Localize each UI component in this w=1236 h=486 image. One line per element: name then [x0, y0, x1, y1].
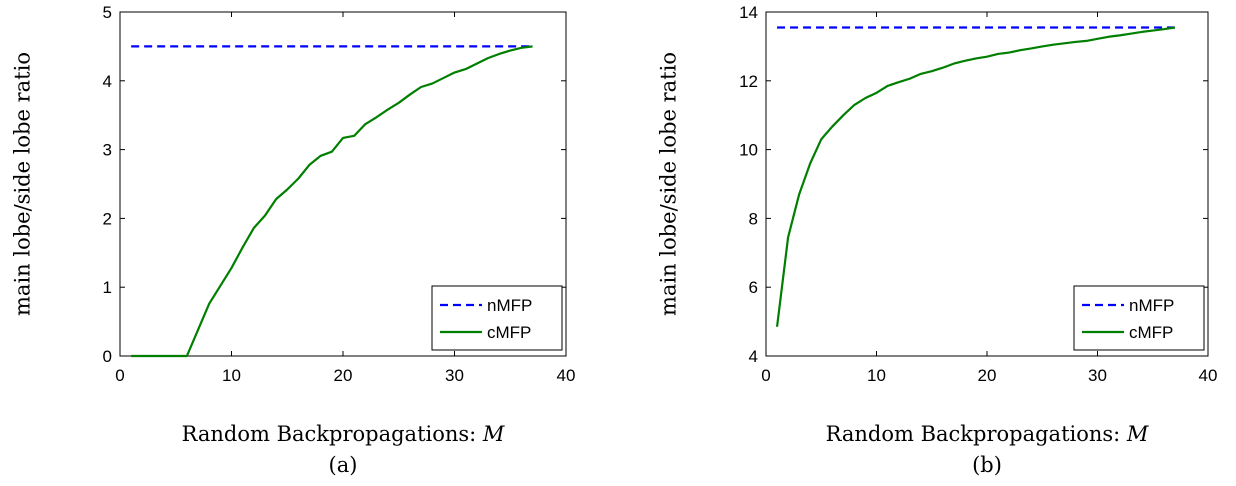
panel-b-x-tick-label: 20 [978, 366, 997, 385]
panel-a-legend-label-cmfp: cMFP [487, 323, 531, 342]
panel-a-legend-box [431, 285, 563, 351]
panel-a-x-tick-label: 20 [334, 366, 353, 385]
panel-b-x-axis-label-text: Random Backpropagations: [826, 422, 1127, 446]
panel-a-y-tick-label: 3 [103, 141, 112, 160]
panel-b-x-tick-label: 40 [1199, 366, 1218, 385]
panel-b-y-tick-label: 14 [739, 3, 758, 22]
panel-a-x-axis-label: Random Backpropagations: M [182, 422, 505, 446]
panel-b-x-tick-label: 30 [1088, 366, 1107, 385]
panel-b-legend: nMFP cMFP [1073, 285, 1205, 351]
panel-a-legend-label-nmfp: nMFP [487, 296, 532, 315]
panel-b-y-tick-label: 10 [739, 141, 758, 160]
panel-a: 0 10 20 30 40 0 1 2 3 4 5 nMFP cMFP main lobe/side lo… [10, 3, 575, 477]
panel-a-y-tick-label: 4 [103, 72, 112, 91]
panel-a-y-tick-label: 5 [103, 3, 112, 22]
panel-b-x-tick-label: 10 [867, 366, 886, 385]
panel-b-y-axis-label: main lobe/side lobe ratio [656, 52, 680, 316]
panel-b-y-tick-label: 6 [749, 278, 758, 297]
panel-a-x-tick-label: 30 [445, 366, 464, 385]
panel-a-y-axis-label: main lobe/side lobe ratio [10, 52, 34, 316]
panel-a-x-tick-label: 40 [557, 366, 576, 385]
panel-a-x-tick-label: 0 [115, 366, 124, 385]
panel-a-y-tick-label: 0 [103, 347, 112, 366]
panel-a-y-tick-label: 1 [103, 278, 112, 297]
panel-a-x-axis-label-variable: M [482, 422, 505, 446]
panel-b-legend-label-nmfp: nMFP [1129, 296, 1174, 315]
panel-a-series-cmfp-line [131, 45, 533, 358]
panel-a-legend: nMFP cMFP [431, 285, 563, 351]
panel-b-y-tick-label: 4 [749, 347, 758, 366]
panel-b-series-cmfp-line [775, 26, 1176, 327]
panel-a-x-axis-label-text: Random Backpropagations: [182, 422, 483, 446]
panel-b-x-axis-label-variable: M [1126, 422, 1149, 446]
panel-b-panel-label: (b) [972, 453, 1002, 477]
panel-b-x-tick-label: 0 [761, 366, 770, 385]
panel-a-panel-label: (a) [329, 453, 358, 477]
panel-a-y-tick-label: 2 [103, 209, 112, 228]
panel-b-y-tick-label: 12 [739, 72, 758, 91]
panel-b-x-axis-label: Random Backpropagations: M [826, 422, 1149, 446]
panel-b: 0 10 20 30 40 4 6 8 10 12 14 nMFP cMFP main lobe/side… [656, 3, 1217, 477]
panel-b-legend-label-cmfp: cMFP [1129, 323, 1173, 342]
panel-b-y-tick-label: 8 [749, 209, 758, 228]
panel-a-x-tick-label: 10 [222, 366, 241, 385]
panel-b-legend-box [1073, 285, 1205, 351]
